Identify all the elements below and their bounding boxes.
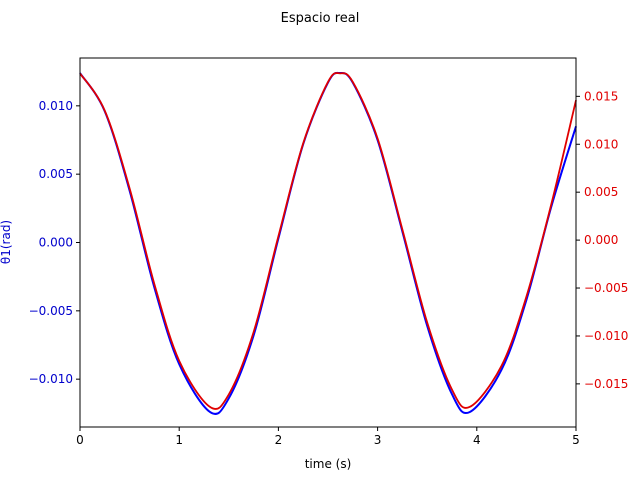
plot-frame [79,57,577,428]
y-right-tick-label: 0.010 [584,137,618,151]
y-right-tick-label: −0.010 [584,329,628,343]
x-tick-label: 2 [275,433,283,447]
y-right-tick-label: 0.000 [584,233,618,247]
y-axis-left-label: θ1(rad) [0,220,13,264]
x-tick-label: 4 [473,433,481,447]
y-right-tick-label: −0.005 [584,281,628,295]
y-left-tick-label: 0.010 [39,99,73,113]
x-tick-label: 5 [572,433,580,447]
y-left-tick-label: 0.000 [39,236,73,250]
y-left-tick-label: −0.010 [29,372,73,386]
x-tick-label: 1 [175,433,183,447]
x-tick-label: 0 [76,433,84,447]
y-right-tick-label: 0.015 [584,89,618,103]
series-line-left [79,71,577,416]
series-line-right [79,72,577,410]
plot-lines [79,71,577,416]
y-right-tick-label: −0.015 [584,377,628,391]
y-axis-right: −0.015 −0.010 −0.005 0.000 0.005 0.010 0.015 [576,89,628,391]
x-axis: 0 1 2 3 4 5 [76,427,580,447]
x-axis-label: time (s) [305,457,352,471]
y-axis-left: −0.010 −0.005 0.000 0.005 0.010 [29,99,80,386]
x-tick-label: 3 [374,433,382,447]
y-left-tick-label: −0.005 [29,304,73,318]
chart-title: Espacio real [281,11,360,26]
y-left-tick-label: 0.005 [39,167,73,181]
y-right-tick-label: 0.005 [584,185,618,199]
